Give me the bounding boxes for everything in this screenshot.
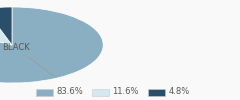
Text: 4.8%: 4.8%: [168, 88, 190, 96]
Bar: [92, 88, 109, 96]
Bar: [148, 88, 165, 96]
Wedge shape: [0, 7, 103, 83]
Bar: [36, 88, 53, 96]
Text: WHITE: WHITE: [0, 99, 1, 100]
Text: 83.6%: 83.6%: [56, 88, 83, 96]
Text: BLACK: BLACK: [2, 44, 55, 76]
Wedge shape: [0, 7, 12, 45]
Text: 11.6%: 11.6%: [112, 88, 139, 96]
Text: HISPANIC: HISPANIC: [0, 99, 1, 100]
Wedge shape: [0, 9, 12, 45]
